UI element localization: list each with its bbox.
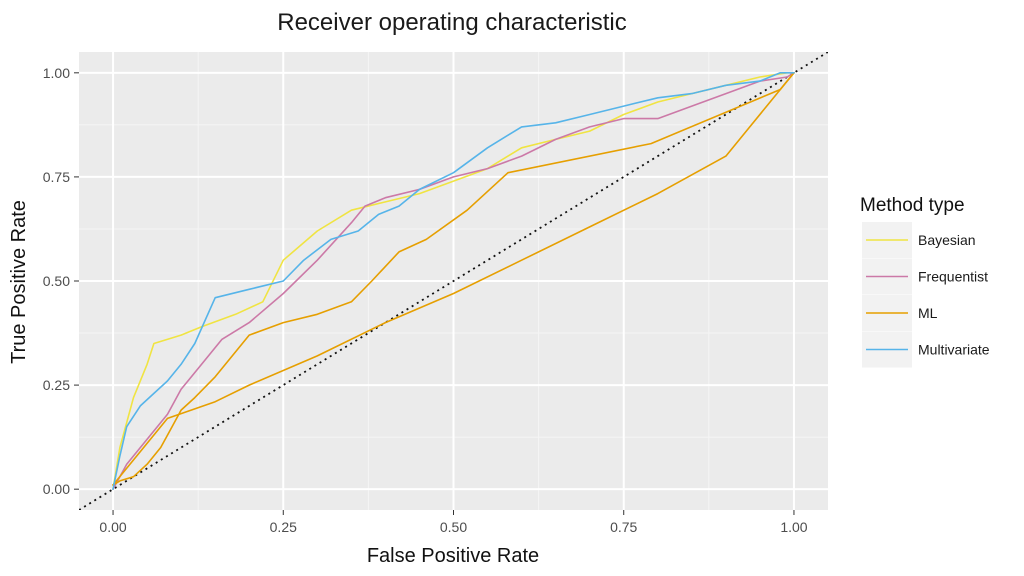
y-tick-label: 0.25 [43, 377, 70, 393]
legend-label: Frequentist [918, 269, 988, 285]
x-axis-title: False Positive Rate [367, 545, 539, 567]
legend-label: ML [918, 305, 938, 321]
y-axis-ticks: 0.00 0.25 0.50 0.75 1.00 [43, 65, 79, 497]
legend-label: Bayesian [918, 232, 976, 248]
x-tick-label: 0.00 [99, 519, 126, 535]
x-tick-label: 0.75 [610, 519, 637, 535]
legend-item-frequentist: Frequentist [862, 258, 988, 295]
y-axis-title: True Positive Rate [8, 200, 30, 364]
x-tick-label: 1.00 [780, 519, 807, 535]
legend-item-bayesian: Bayesian [862, 222, 976, 258]
y-tick-label: 0.50 [43, 273, 70, 289]
legend-item-ml: ML [862, 295, 938, 331]
legend-label: Multivariate [918, 342, 990, 358]
y-tick-label: 0.75 [43, 169, 70, 185]
legend-items: Bayesian Frequentist ML Multivariate [862, 222, 990, 368]
series-line-multivariate [112, 72, 795, 491]
x-axis-ticks: 0.00 0.25 0.50 0.75 1.00 [99, 510, 808, 535]
legend: Method type Bayesian Frequentist ML Multiva… [860, 195, 990, 368]
legend-item-multivariate: Multivariate [862, 331, 990, 368]
series-line-ml [112, 72, 795, 486]
y-tick-label: 0.00 [43, 481, 70, 497]
reference-diagonal [79, 52, 828, 510]
series-layer [112, 72, 795, 491]
legend-title: Method type [860, 195, 965, 216]
x-tick-label: 0.50 [440, 519, 467, 535]
series-line-ml [112, 72, 795, 486]
y-tick-label: 1.00 [43, 65, 70, 81]
chart-title: Receiver operating characteristic [277, 9, 627, 36]
x-tick-label: 0.25 [270, 519, 297, 535]
series-line-frequentist [112, 72, 795, 491]
